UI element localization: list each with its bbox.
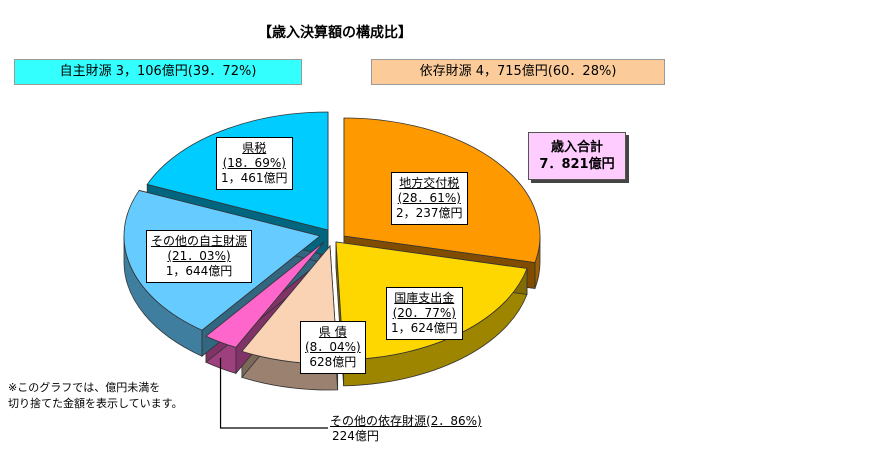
slice-label-other-self-revenue: その他の自主財源 (21．03%) 1，644億円: [146, 230, 253, 283]
slice-name: その他の依存財源: [330, 414, 427, 428]
dependent-revenue-group-label: 依存財源 4，715億円(60．28%): [371, 59, 665, 85]
slice-percent: (28．61%): [397, 191, 461, 205]
slice-percent: (20．77%): [392, 306, 456, 320]
slice-amount: 224億円: [332, 429, 379, 443]
footnote-line-1: ※このグラフでは、億円未満を: [8, 381, 161, 394]
slice-amount: 1，461億円: [221, 171, 288, 185]
slice-label-local-allocation-tax: 地方交付税 (28．61%) 2，237億円: [391, 172, 468, 225]
total-value: 7．821億円: [539, 157, 615, 172]
slice-name: 県 債: [318, 325, 347, 339]
leader-line: [219, 357, 328, 429]
slice-name: 県税: [242, 141, 267, 155]
slice-name: 国庫支出金: [394, 291, 455, 305]
total-label: 歳入合計: [550, 140, 603, 155]
total-revenue-box: 歳入合計 7．821億円: [528, 132, 626, 180]
slice-label-other-dependent-revenue: その他の依存財源(2．86%) 224億円: [330, 414, 482, 444]
footnote-line-2: 切り捨てた金額を表示しています。: [8, 397, 183, 410]
slice-label-prefectural-tax: 県税 (18．69%) 1，461億円: [216, 137, 293, 190]
slice-amount: 2，237億円: [396, 206, 463, 220]
slice-name: 地方交付税: [399, 176, 460, 190]
slice-percent: (8．04%): [305, 340, 361, 354]
footnote: ※このグラフでは、億円未満を 切り捨てた金額を表示しています。: [8, 380, 183, 412]
slice-label-prefectural-bonds: 県 債 (8．04%) 628億円: [300, 321, 366, 374]
self-revenue-group-label: 自主財源 3，106億円(39．72%): [14, 59, 302, 85]
slice-3: [205, 241, 325, 348]
slice-amount: 1，644億円: [165, 264, 233, 278]
slice-percent: (18．69%): [222, 156, 286, 170]
slice-percent: (2．86%): [426, 414, 482, 428]
slice-name: その他の自主財源: [151, 234, 248, 248]
slice-label-national-treasury: 国庫支出金 (20．77%) 1，624億円: [386, 287, 463, 340]
slice-amount: 628億円: [309, 355, 357, 369]
chart-title: 【歳入決算額の構成比】: [258, 25, 412, 41]
slice-amount: 1，624億円: [391, 321, 458, 335]
slice-percent: (21．03%): [167, 249, 231, 263]
